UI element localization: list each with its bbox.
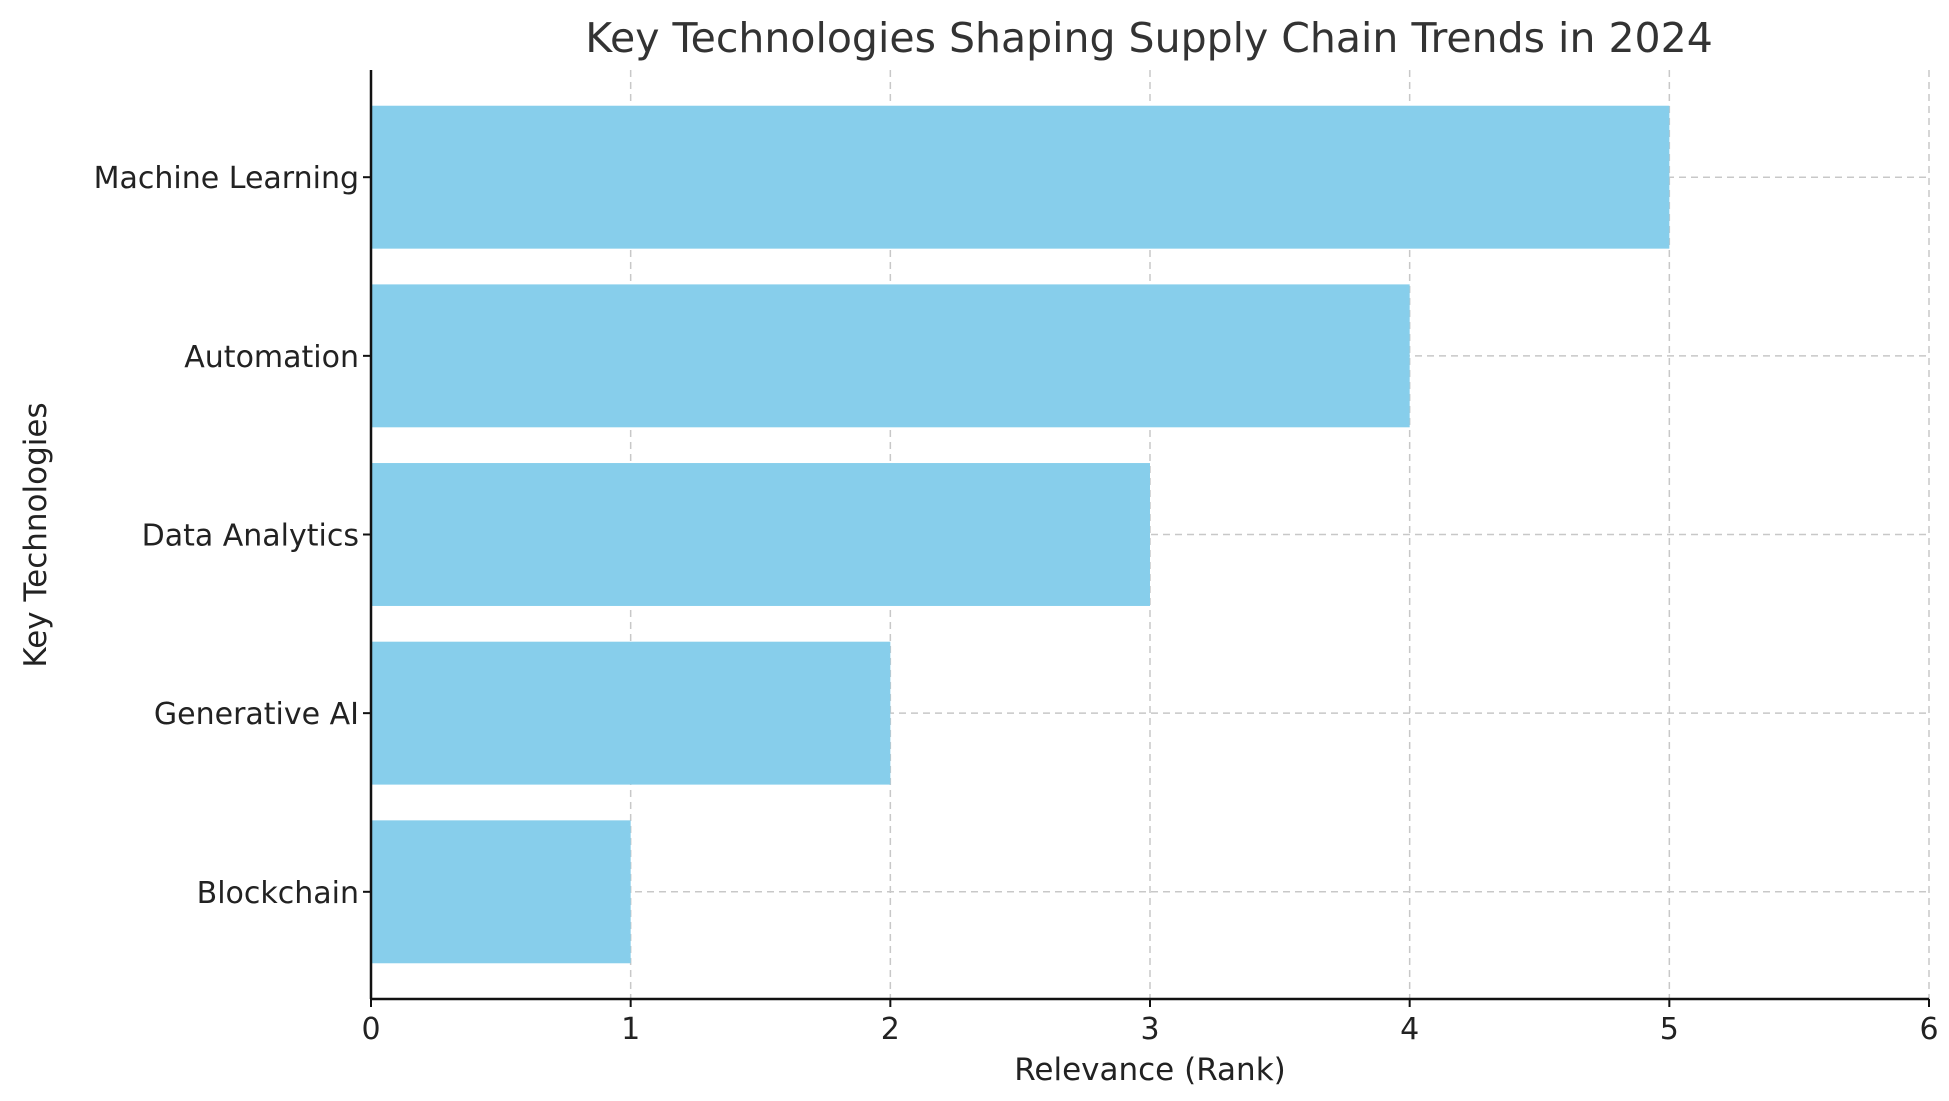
y-tick-label: Machine Learning xyxy=(94,161,359,196)
x-tick-label: 1 xyxy=(621,1012,640,1047)
x-tick-label: 4 xyxy=(1400,1012,1419,1047)
y-axis-label: Key Technologies xyxy=(18,402,54,667)
x-axis-label: Relevance (Rank) xyxy=(1014,1052,1286,1088)
y-axis-ticks: Blockchain Generative AI Data Analytics Aut… xyxy=(94,161,371,911)
bar-automation xyxy=(371,284,1410,428)
bar-machine-learning xyxy=(371,105,1670,249)
y-tick-label: Data Analytics xyxy=(142,519,359,554)
bar-blockchain xyxy=(371,820,631,964)
y-tick-label: Generative AI xyxy=(154,697,359,732)
y-tick-label: Blockchain xyxy=(197,876,359,911)
y-tick-label: Automation xyxy=(184,340,359,375)
x-tick-label: 6 xyxy=(1919,1012,1938,1047)
x-tick-label: 0 xyxy=(361,1012,380,1047)
bars xyxy=(371,105,1670,964)
chart-title: Key Technologies Shaping Supply Chain Tr… xyxy=(585,14,1713,62)
x-tick-label: 2 xyxy=(881,1012,900,1047)
bar-generative-ai xyxy=(371,641,891,785)
x-tick-label: 3 xyxy=(1140,1012,1159,1047)
x-axis-ticks: 0 1 2 3 4 5 6 xyxy=(361,999,1939,1047)
bar-data-analytics xyxy=(371,463,1150,606)
x-tick-label: 5 xyxy=(1660,1012,1679,1047)
